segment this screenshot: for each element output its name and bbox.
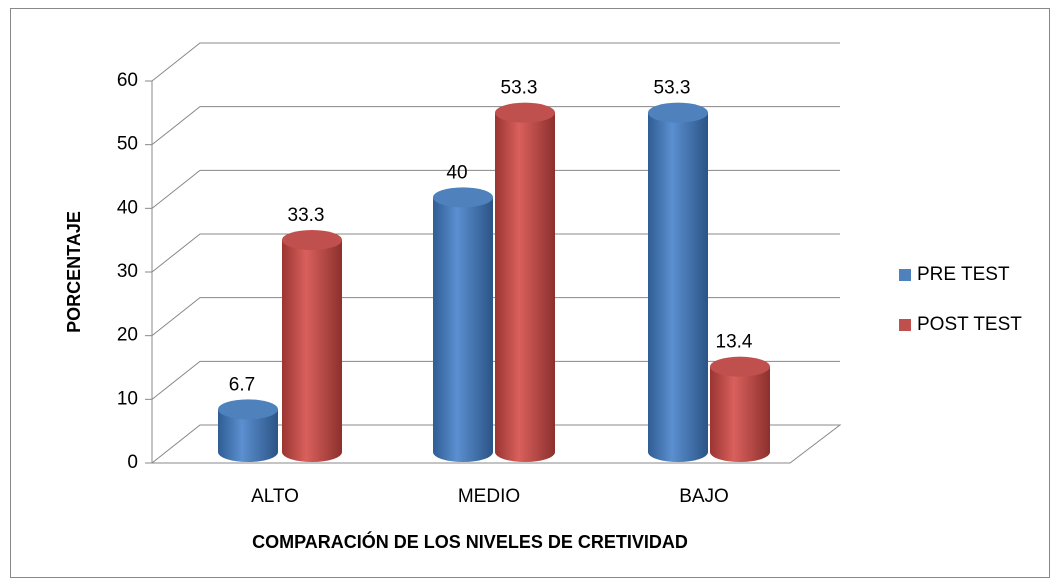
bar-top: [218, 399, 278, 420]
bar-top: [433, 187, 493, 208]
bar: [648, 112, 708, 462]
grid-line: [151, 360, 840, 400]
data-label: 6.7: [229, 374, 255, 395]
x-axis-title: COMPARACIÓN DE LOS NIVELES DE CRETIVIDAD: [252, 531, 688, 552]
bar-top: [495, 102, 555, 123]
grid-line: [151, 233, 840, 273]
legend-label: POST TEST: [917, 314, 1022, 335]
x-tick-label: BAJO: [679, 486, 729, 507]
bar: [218, 409, 278, 462]
bar: [433, 197, 493, 463]
y-tick-label: 20: [117, 325, 138, 346]
data-label: 53.3: [654, 78, 691, 99]
grid-line: [151, 106, 840, 146]
grid-line: [151, 42, 840, 82]
floor: [150, 424, 842, 464]
chart-border: [10, 8, 1050, 578]
y-tick-label: 30: [117, 261, 138, 282]
y-tick-label: 0: [127, 452, 138, 473]
bar: [282, 239, 342, 462]
y-tick-label: 60: [117, 70, 138, 91]
bar-top: [710, 356, 770, 377]
legend-swatch: [899, 319, 911, 331]
y-axis-title: PORCENTAJE: [64, 211, 84, 333]
bar: [710, 366, 770, 462]
y-tick-label: 50: [117, 134, 138, 155]
legend-label: PRE TEST: [917, 264, 1010, 285]
legend-swatch: [899, 269, 911, 281]
x-tick-label: ALTO: [251, 486, 299, 507]
grid-line: [151, 169, 840, 209]
data-label: 53.3: [501, 78, 538, 99]
bar: [495, 112, 555, 462]
y-tick-label: 10: [117, 388, 138, 409]
data-label: 13.4: [716, 332, 753, 353]
data-label: 40: [446, 162, 467, 183]
bar-top: [648, 102, 708, 123]
y-tick-label: 40: [117, 197, 138, 218]
bar-top: [282, 229, 342, 250]
x-tick-label: MEDIO: [458, 486, 520, 507]
data-label: 33.3: [288, 205, 325, 226]
grid-line: [151, 297, 840, 337]
